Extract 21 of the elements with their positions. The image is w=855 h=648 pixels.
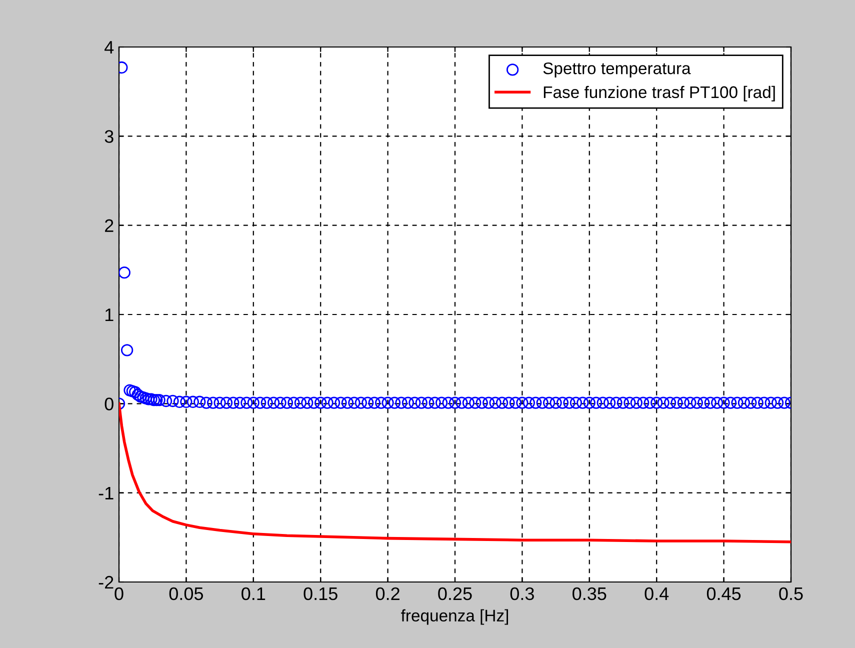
y-tick-label: 2 xyxy=(105,219,114,232)
x-tick-label: 0.2 xyxy=(376,587,400,600)
x-tick-label: 0.35 xyxy=(572,587,606,600)
legend-label: Spettro temperatura xyxy=(543,62,691,78)
x-tick-label: 0.3 xyxy=(510,587,534,600)
legend-label: Fase funzione trasf PT100 [rad] xyxy=(544,86,775,102)
x-tick-label: 0.1 xyxy=(242,587,266,600)
x-tick-label: 0.25 xyxy=(438,587,472,600)
x-tick-label: 0 xyxy=(114,587,124,600)
y-tick-label: 3 xyxy=(104,130,114,143)
x-tick-label: 0.5 xyxy=(779,587,803,600)
y-tick-label: -1 xyxy=(98,486,114,500)
x-tick-label: 0.05 xyxy=(169,587,204,600)
y-tick-label: -2 xyxy=(98,576,114,589)
x-axis-title: frequenza [Hz] xyxy=(401,609,508,625)
y-tick-label: 1 xyxy=(105,308,114,322)
y-tick-label: 4 xyxy=(104,41,114,54)
x-tick-label: 0.45 xyxy=(706,587,741,600)
x-tick-label: 0.15 xyxy=(304,587,338,600)
x-tick-label: 0.4 xyxy=(644,587,669,600)
y-tick-label: 0 xyxy=(104,398,114,410)
